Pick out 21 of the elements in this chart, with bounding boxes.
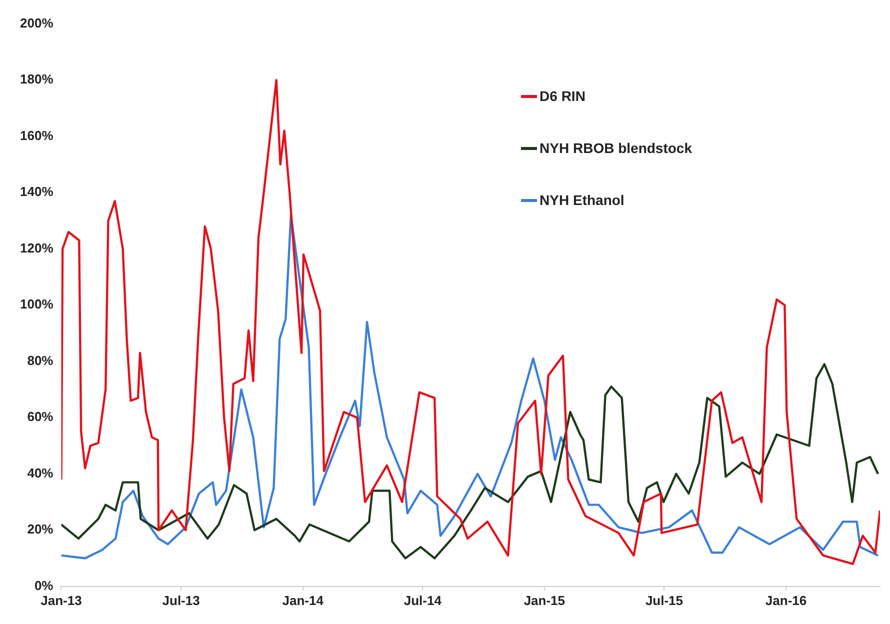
y-tick-label: 60%	[27, 409, 54, 424]
y-tick-label: 40%	[27, 465, 54, 480]
y-tick-label: 140%	[20, 184, 54, 200]
x-tick-label: Jul-15	[645, 592, 684, 608]
x-tick-label: Jul-14	[404, 592, 442, 608]
y-tick-label: 120%	[20, 240, 54, 256]
x-tick-label: Jan-15	[524, 592, 566, 608]
x-tick-label: Jan-16	[765, 592, 807, 608]
y-tick-label: 160%	[20, 128, 54, 143]
y-tick-label: 180%	[20, 72, 54, 87]
y-tick-label: 80%	[27, 352, 54, 368]
legend-label: NYH Ethanol	[540, 192, 624, 208]
legend-label: NYH RBOB blendstock	[540, 140, 692, 156]
y-tick-label: 20%	[27, 522, 54, 537]
x-tick-label: Jan-13	[40, 592, 82, 608]
y-tick-label: 100%	[20, 296, 54, 312]
x-tick-label: Jan-14	[282, 592, 324, 608]
legend-label: D6 RIN	[540, 88, 586, 104]
y-tick-label: 0%	[34, 578, 54, 593]
y-tick-label: 200%	[20, 15, 54, 30]
x-tick-label: Jul-13	[162, 592, 200, 608]
